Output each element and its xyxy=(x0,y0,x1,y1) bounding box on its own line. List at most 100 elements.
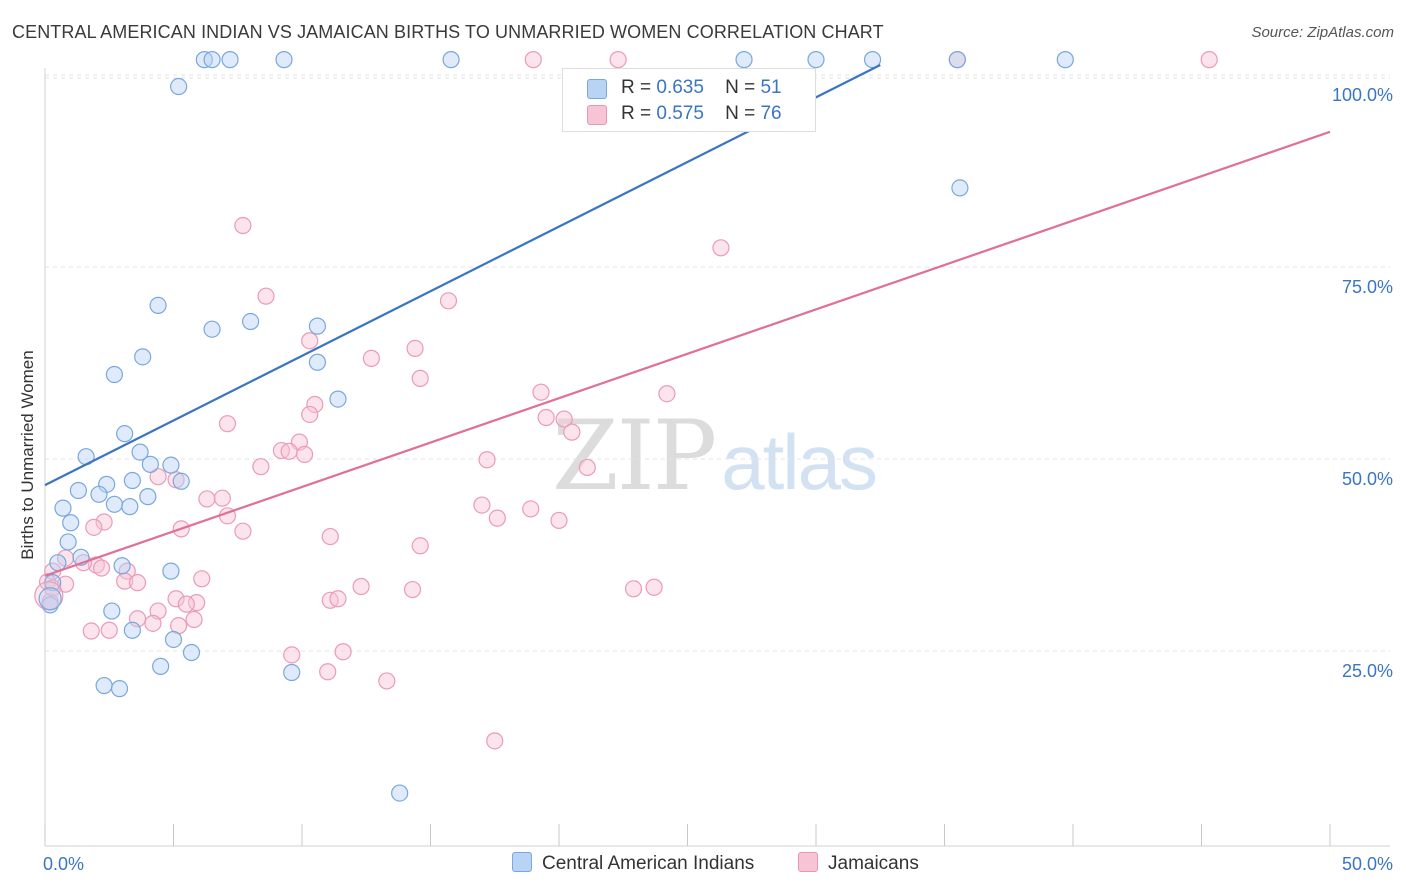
point-jamaican xyxy=(329,590,347,608)
point-jamaican xyxy=(319,663,337,681)
point-jamaican xyxy=(537,408,555,427)
point-jamaican xyxy=(712,239,730,257)
point-jamaican xyxy=(198,490,216,508)
point-jamaican xyxy=(411,369,429,387)
point-jamaican xyxy=(609,51,627,69)
point-central-american-indian xyxy=(329,390,347,408)
point-jamaican xyxy=(193,570,211,588)
y-tick-label: 50.0% xyxy=(1342,469,1393,489)
point-jamaican xyxy=(488,509,506,527)
x-tick-label: 50.0% xyxy=(1342,854,1393,874)
legend-n-label: N = xyxy=(725,77,756,98)
y-tick-label: 100.0% xyxy=(1332,85,1393,105)
point-central-american-indian xyxy=(90,485,108,503)
point-jamaican xyxy=(283,646,301,664)
point-central-american-indian xyxy=(149,296,167,314)
point-central-american-indian xyxy=(103,602,121,620)
point-central-american-indian xyxy=(442,51,460,69)
point-central-american-indian xyxy=(141,455,159,473)
point-jamaican xyxy=(95,513,113,531)
point-central-american-indian xyxy=(134,348,152,366)
point-jamaican xyxy=(85,518,103,536)
point-central-american-indian xyxy=(59,533,77,551)
point-central-american-indian xyxy=(951,179,969,197)
point-central-american-indian xyxy=(203,51,221,69)
point-jamaican xyxy=(144,614,162,632)
point-central-american-indian xyxy=(105,495,123,513)
point-jamaican xyxy=(321,527,339,546)
point-central-american-indian xyxy=(121,498,139,516)
point-jamaican xyxy=(100,621,118,639)
point-central-american-indian xyxy=(123,621,141,639)
point-central-american-indian xyxy=(113,557,131,575)
trendline-jamaicans xyxy=(44,130,1331,577)
point-jamaican xyxy=(252,458,270,476)
point-jamaican xyxy=(406,339,424,358)
point-jamaican xyxy=(473,496,491,514)
point-jamaican xyxy=(234,216,252,235)
point-jamaican xyxy=(306,395,324,414)
point-jamaican xyxy=(378,672,396,690)
bottom-legend-swatch-pink xyxy=(798,852,818,872)
point-jamaican xyxy=(334,643,352,661)
point-jamaican xyxy=(478,451,496,469)
point-central-american-indian xyxy=(275,51,293,69)
point-central-american-indian xyxy=(735,51,753,69)
point-jamaican xyxy=(1200,51,1218,69)
point-central-american-indian xyxy=(1056,51,1074,69)
point-jamaican xyxy=(352,577,370,596)
point-jamaican xyxy=(403,580,422,599)
point-jamaican xyxy=(578,458,596,477)
point-jamaican xyxy=(532,383,550,401)
point-jamaican xyxy=(167,590,185,608)
point-jamaican xyxy=(301,405,319,424)
watermark-atlas: atlas xyxy=(721,418,878,506)
point-jamaican xyxy=(411,537,429,555)
point-jamaican xyxy=(439,292,458,310)
point-jamaican xyxy=(149,468,167,486)
point-jamaican xyxy=(301,332,319,350)
bottom-legend-swatch-blue xyxy=(512,852,532,872)
point-central-american-indian xyxy=(283,663,301,682)
stats-legend: R = 0.635 N = 51 R = 0.575 N = 76 xyxy=(562,68,816,132)
point-central-american-indian xyxy=(242,312,260,331)
legend-n-value: 51 xyxy=(760,77,782,98)
point-jamaican xyxy=(185,610,203,629)
point-central-american-indian xyxy=(948,51,966,69)
chart-title: CENTRAL AMERICAN INDIAN VS JAMAICAN BIRT… xyxy=(12,22,884,42)
point-jamaican xyxy=(524,51,542,69)
trendline-central-american-indians xyxy=(44,64,881,487)
point-central-american-indian xyxy=(172,472,190,490)
bottom-legend-label: Jamaicans xyxy=(828,853,919,874)
bottom-legend-label: Central American Indians xyxy=(542,853,755,874)
point-jamaican xyxy=(658,385,676,403)
point-jamaican xyxy=(82,622,100,640)
point-jamaican xyxy=(213,489,231,507)
watermark: ZIPatlas xyxy=(552,400,878,512)
legend-r-value: 0.575 xyxy=(656,103,704,124)
point-jamaican xyxy=(563,423,581,441)
y-tick-label: 25.0% xyxy=(1342,661,1393,681)
point-jamaican xyxy=(555,410,573,428)
y-tick-label: 75.0% xyxy=(1342,277,1393,297)
point-jamaican xyxy=(624,580,643,598)
point-jamaican xyxy=(257,287,275,305)
legend-n-value: 76 xyxy=(760,103,782,124)
point-jamaican xyxy=(362,349,380,367)
point-central-american-indian xyxy=(164,630,183,649)
bottom-legend-jamaicans: Jamaicans xyxy=(798,852,919,876)
point-jamaican xyxy=(645,578,663,596)
point-central-american-indian xyxy=(863,51,882,69)
point-jamaican xyxy=(295,445,314,463)
y-axis-label: Births to Unmarried Women xyxy=(18,350,37,560)
point-jamaican xyxy=(218,415,237,433)
point-central-american-indian xyxy=(170,77,188,96)
point-central-american-indian xyxy=(308,317,327,335)
watermark-zip: ZIP xyxy=(552,400,717,512)
point-central-american-indian xyxy=(203,320,221,338)
legend-n-label: N = xyxy=(725,103,756,124)
point-central-american-indian xyxy=(95,676,113,695)
point-central-american-indian xyxy=(69,481,88,500)
legend-r-label: R = xyxy=(621,103,652,124)
legend-r-value: 0.635 xyxy=(656,77,704,98)
